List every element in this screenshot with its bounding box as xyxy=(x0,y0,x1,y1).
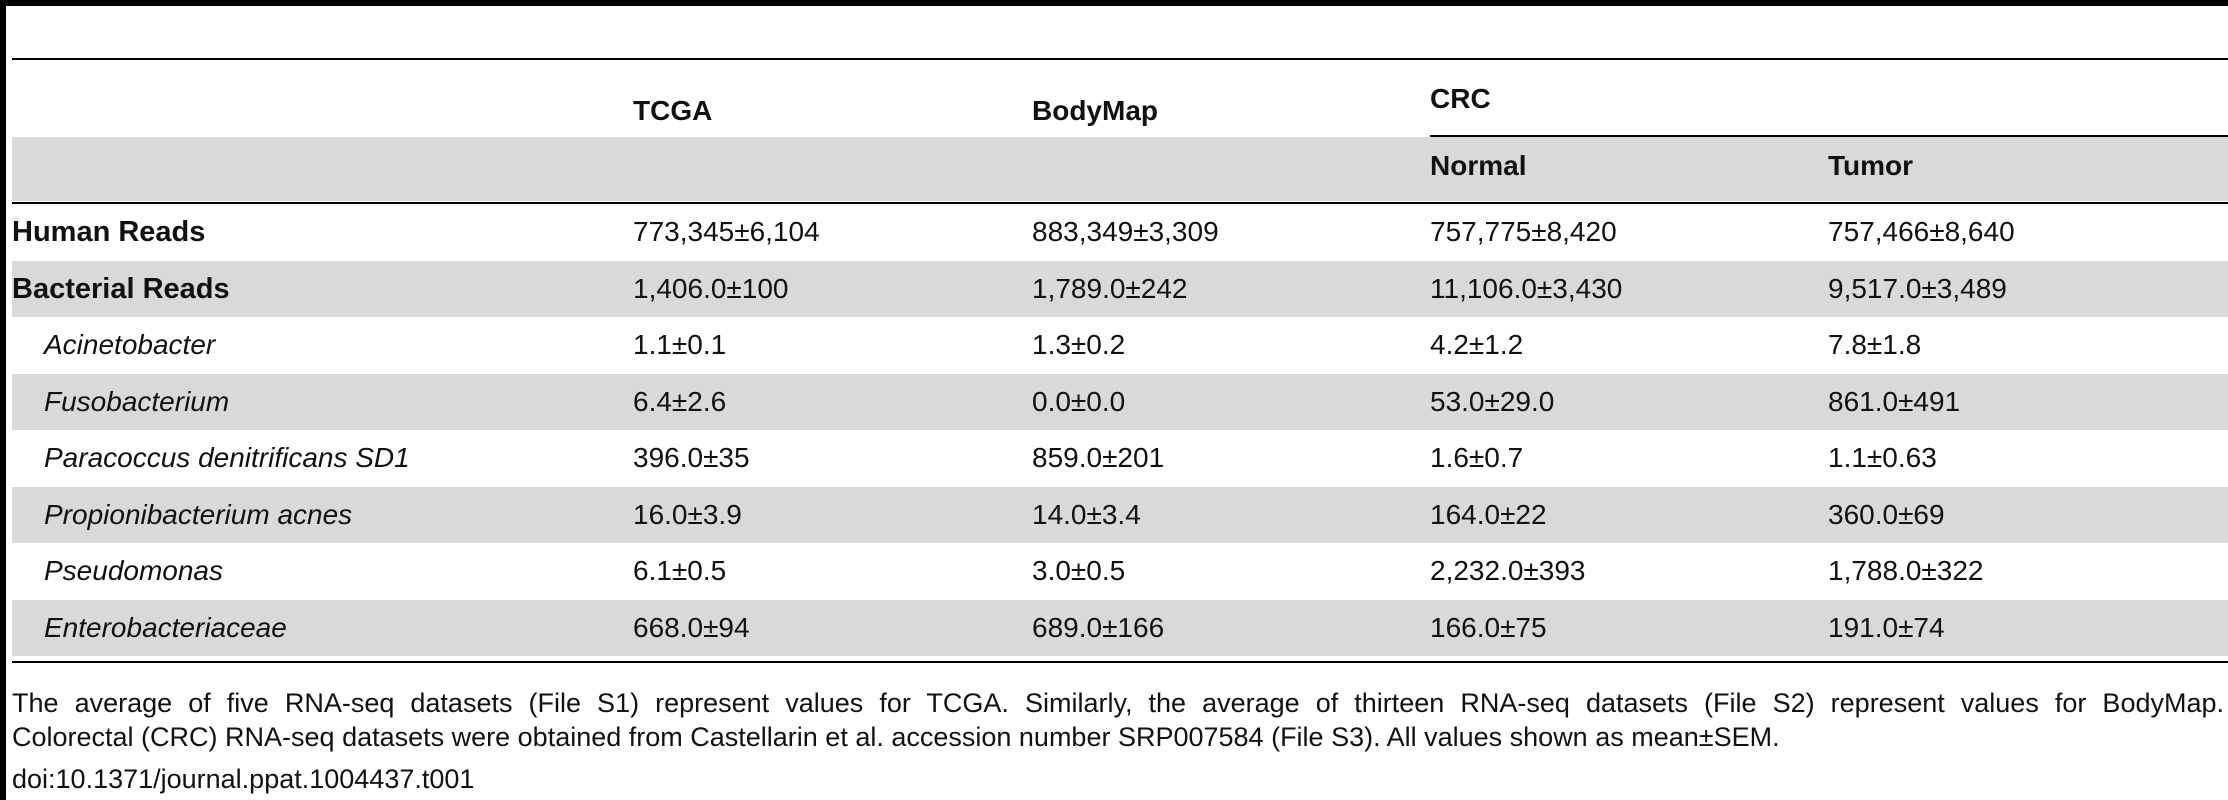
cell-normal: 757,775±8,420 xyxy=(1430,216,1617,247)
table-row: Propionibacterium acnes 16.0±3.9 14.0±3.… xyxy=(12,486,2228,543)
cell-normal: 53.0±29.0 xyxy=(1430,385,1555,417)
row-label: Acinetobacter xyxy=(44,329,216,360)
row-label: Bacterial Reads xyxy=(12,272,230,305)
cell-tcga: 396.0±35 xyxy=(633,442,750,473)
cell-tumor: 191.0±74 xyxy=(1828,611,1945,643)
cell-tcga: 668.0±94 xyxy=(633,611,750,643)
cell-tumor: 861.0±491 xyxy=(1828,385,1961,417)
doi-label: doi:10.1371/journal.ppat.1004437.t001 xyxy=(12,764,475,794)
header-bodymap: BodyMap xyxy=(1032,95,1158,126)
cell-tcga: 6.1±0.5 xyxy=(633,555,727,586)
table-row: Bacterial Reads 1,406.0±100 1,789.0±242 … xyxy=(12,260,2228,317)
row-label: Propionibacterium acnes xyxy=(44,498,353,530)
header-tcga: TCGA xyxy=(633,95,713,126)
cell-normal: 166.0±75 xyxy=(1430,611,1547,643)
row-label: Enterobacteriaceae xyxy=(44,611,287,643)
cell-tcga: 1.1±0.1 xyxy=(633,329,727,360)
cell-tcga: 6.4±2.6 xyxy=(633,385,727,417)
crc-group-rule xyxy=(1430,135,2228,137)
table-row: Fusobacterium 6.4±2.6 0.0±0.0 53.0±29.0 … xyxy=(12,373,2228,430)
cell-tumor: 1,788.0±322 xyxy=(1828,555,1984,586)
cell-normal: 11,106.0±3,430 xyxy=(1430,272,1623,304)
table-row: Enterobacteriaceae 668.0±94 689.0±166 16… xyxy=(12,599,2228,656)
row-label: Human Reads xyxy=(12,216,206,248)
cell-tcga: 16.0±3.9 xyxy=(633,498,742,530)
table-row: Pseudomonas 6.1±0.5 3.0±0.5 2,232.0±393 … xyxy=(12,543,2228,600)
header-crc: CRC xyxy=(1430,83,1491,114)
cell-normal: 1.6±0.7 xyxy=(1430,442,1524,473)
row-label: Pseudomonas xyxy=(44,555,224,586)
table-body: Human Reads 773,345±6,104 883,349±3,309 … xyxy=(12,204,2228,656)
cell-bodymap: 859.0±201 xyxy=(1032,442,1165,473)
subheader-band xyxy=(12,137,2228,201)
row-label: Paracoccus denitrificans SD1 xyxy=(44,442,410,473)
cell-tcga: 773,345±6,104 xyxy=(633,216,820,247)
cell-bodymap: 14.0±3.4 xyxy=(1032,498,1141,530)
cell-tumor: 757,466±8,640 xyxy=(1828,216,2015,247)
cell-bodymap: 883,349±3,309 xyxy=(1032,216,1219,247)
table-row: Paracoccus denitrificans SD1 396.0±35 85… xyxy=(12,430,2228,487)
cell-tcga: 1,406.0±100 xyxy=(633,272,789,304)
footnote-line-2: Colorectal (CRC) RNA-seq datasets were o… xyxy=(12,722,1780,752)
cell-tumor: 1.1±0.63 xyxy=(1828,442,1937,473)
cell-bodymap: 1,789.0±242 xyxy=(1032,272,1188,304)
top-border xyxy=(0,0,2228,6)
cell-bodymap: 689.0±166 xyxy=(1032,611,1165,643)
cell-tumor: 360.0±69 xyxy=(1828,498,1945,530)
header-bottom-rule xyxy=(12,202,2228,204)
cell-bodymap: 3.0±0.5 xyxy=(1032,555,1126,586)
left-border xyxy=(0,0,6,800)
footnote-line-1: The average of five RNA-seq datasets (Fi… xyxy=(12,688,2224,718)
table-row: Acinetobacter 1.1±0.1 1.3±0.2 4.2±1.2 7.… xyxy=(12,317,2228,374)
table-bottom-rule xyxy=(12,661,2228,663)
cell-bodymap: 0.0±0.0 xyxy=(1032,385,1126,417)
header-normal: Normal xyxy=(1430,150,1527,181)
cell-tumor: 7.8±1.8 xyxy=(1828,329,1922,360)
cell-bodymap: 1.3±0.2 xyxy=(1032,329,1126,360)
table-top-rule xyxy=(12,58,2228,60)
cell-normal: 2,232.0±393 xyxy=(1430,555,1586,586)
table-footnote: The average of five RNA-seq datasets (Fi… xyxy=(12,686,2224,754)
cell-normal: 164.0±22 xyxy=(1430,498,1547,530)
row-label: Fusobacterium xyxy=(44,385,230,417)
table-row: Human Reads 773,345±6,104 883,349±3,309 … xyxy=(12,204,2228,261)
header-tumor: Tumor xyxy=(1828,150,1914,181)
cell-tumor: 9,517.0±3,489 xyxy=(1828,272,2007,304)
cell-normal: 4.2±1.2 xyxy=(1430,329,1524,360)
